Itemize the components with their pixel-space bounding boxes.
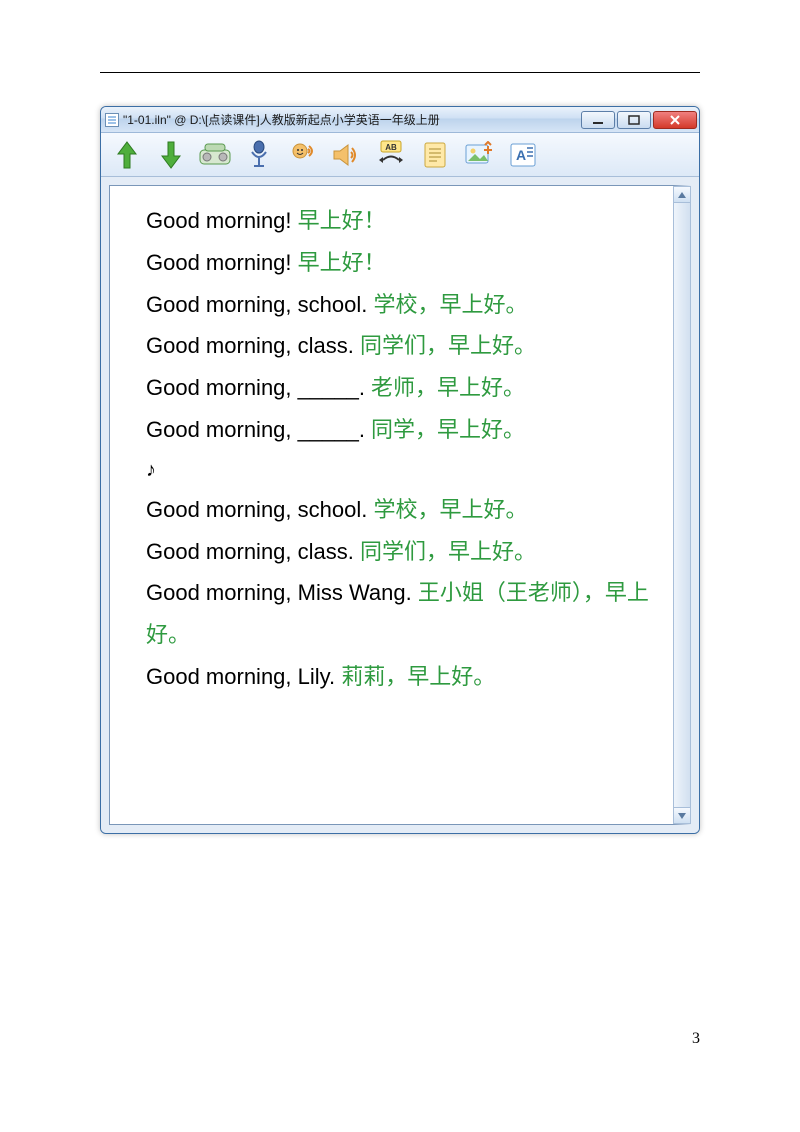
text-format-icon[interactable]: A [505, 137, 541, 173]
text-line: Good morning! 早上好！ [146, 242, 669, 284]
scroll-up-button[interactable] [674, 187, 690, 203]
vertical-scrollbar[interactable] [673, 186, 691, 824]
english-text: Good morning, _____. [146, 417, 371, 442]
text-line: Good morning! 早上好！ [146, 200, 669, 242]
maximize-button[interactable] [617, 111, 651, 129]
minimize-button[interactable] [581, 111, 615, 129]
radio-icon[interactable] [197, 137, 233, 173]
arrow-up-icon[interactable] [109, 137, 145, 173]
ab-loop-icon[interactable]: AB [373, 137, 409, 173]
content-panel[interactable]: Good morning! 早上好！ Good morning! 早上好！ Go… [109, 185, 691, 825]
window-controls [581, 111, 697, 129]
music-note-line: ♪ [146, 451, 669, 489]
text-line: Good morning, class. 同学们，早上好。 [146, 325, 669, 367]
svg-text:AB: AB [385, 143, 397, 152]
page-top-rule [100, 72, 700, 73]
speaker-person-icon[interactable] [285, 137, 321, 173]
chinese-text: 莉莉，早上好。 [341, 664, 495, 689]
text-line: Good morning, school. 学校，早上好。 [146, 284, 669, 326]
window-title: "1-01.iln" @ D:\[点读课件]人教版新起点小学英语一年级上册 [123, 111, 581, 128]
text-line: Good morning, class. 同学们，早上好。 [146, 531, 669, 573]
content-frame: Good morning! 早上好！ Good morning! 早上好！ Go… [101, 177, 699, 833]
english-text: Good morning, Miss Wang. [146, 580, 418, 605]
toolbar: AB [101, 133, 699, 177]
titlebar[interactable]: "1-01.iln" @ D:\[点读课件]人教版新起点小学英语一年级上册 [101, 107, 699, 133]
english-text: Good morning, class. [146, 539, 360, 564]
english-text: Good morning! [146, 208, 298, 233]
english-text: Good morning! [146, 250, 298, 275]
scroll-down-button[interactable] [674, 807, 690, 823]
page-number: 3 [692, 1030, 700, 1048]
chinese-text: 同学们，早上好。 [360, 333, 536, 358]
text-line: Good morning, Miss Wang. 王小姐（王老师），早上好。 [146, 572, 669, 656]
english-text: Good morning, school. [146, 292, 373, 317]
microphone-icon[interactable] [241, 137, 277, 173]
english-text: Good morning, _____. [146, 375, 371, 400]
image-insert-icon[interactable] [461, 137, 497, 173]
english-text: Good morning, Lily. [146, 664, 341, 689]
chinese-text: 学校，早上好。 [373, 497, 527, 522]
text-line: Good morning, _____. 老师，早上好。 [146, 367, 669, 409]
chinese-text: 学校，早上好。 [373, 292, 527, 317]
chinese-text: 同学们，早上好。 [360, 539, 536, 564]
text-line: Good morning, Lily. 莉莉，早上好。 [146, 656, 669, 698]
text-line: Good morning, school. 学校，早上好。 [146, 489, 669, 531]
volume-icon[interactable] [329, 137, 365, 173]
notes-icon[interactable] [417, 137, 453, 173]
document-icon [105, 113, 119, 127]
arrow-down-icon[interactable] [153, 137, 189, 173]
chinese-text: 同学，早上好。 [371, 417, 525, 442]
chinese-text: 早上好！ [298, 208, 386, 233]
svg-text:A: A [516, 147, 526, 163]
english-text: Good morning, class. [146, 333, 360, 358]
chinese-text: 早上好！ [298, 250, 386, 275]
app-window: "1-01.iln" @ D:\[点读课件]人教版新起点小学英语一年级上册 [100, 106, 700, 834]
english-text: Good morning, school. [146, 497, 373, 522]
close-button[interactable] [653, 111, 697, 129]
chinese-text: 老师，早上好。 [371, 375, 525, 400]
text-line: Good morning, _____. 同学，早上好。 [146, 409, 669, 451]
